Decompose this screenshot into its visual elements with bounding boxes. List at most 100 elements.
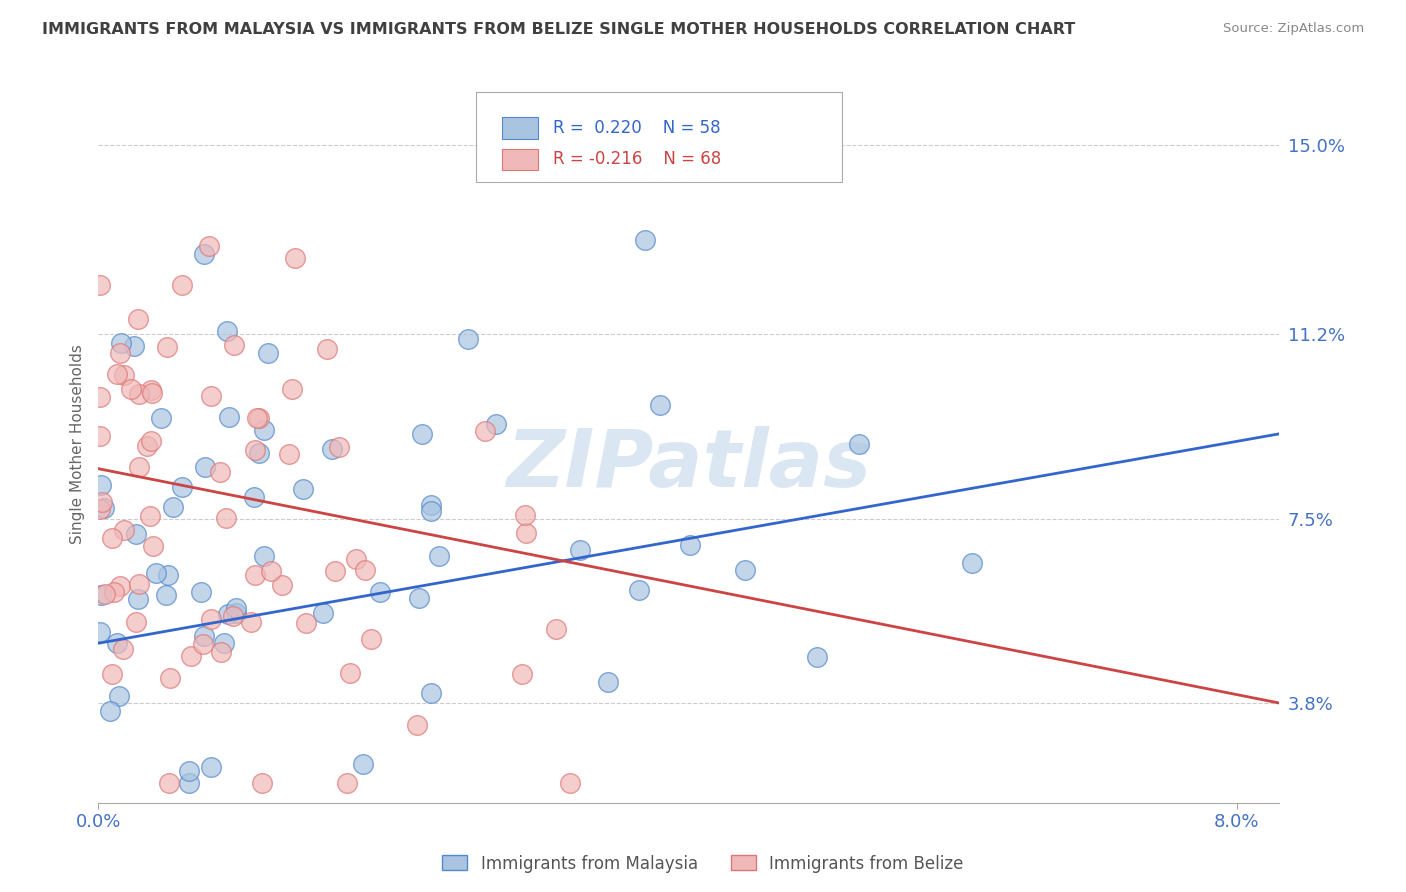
Point xyxy=(128,386,150,401)
Point xyxy=(315,342,337,356)
Point xyxy=(457,332,479,346)
Point xyxy=(108,579,131,593)
Point xyxy=(200,760,222,774)
Point xyxy=(191,637,214,651)
Point xyxy=(93,501,115,516)
Point xyxy=(162,500,184,515)
Point xyxy=(197,239,219,253)
Point xyxy=(141,385,163,400)
Point xyxy=(141,434,163,448)
Point xyxy=(848,437,870,451)
Point xyxy=(627,583,650,598)
Point xyxy=(200,389,222,403)
Point xyxy=(90,478,112,492)
Point xyxy=(111,641,134,656)
Point xyxy=(546,622,568,636)
Point xyxy=(420,504,443,518)
Point xyxy=(110,335,132,350)
Point xyxy=(240,615,263,629)
Point xyxy=(89,278,111,293)
Point xyxy=(194,459,217,474)
Point xyxy=(598,674,620,689)
Point xyxy=(360,632,382,647)
Point xyxy=(734,563,756,577)
Text: Source: ZipAtlas.com: Source: ZipAtlas.com xyxy=(1223,22,1364,36)
Point xyxy=(107,689,129,703)
Point xyxy=(352,756,374,771)
Point xyxy=(225,606,247,620)
Point xyxy=(336,776,359,790)
Point xyxy=(98,704,121,718)
Legend: Immigrants from Malaysia, Immigrants from Belize: Immigrants from Malaysia, Immigrants fro… xyxy=(436,848,970,880)
Point xyxy=(312,606,335,620)
Point xyxy=(650,398,672,412)
Point xyxy=(93,587,115,601)
Text: R = -0.216    N = 68: R = -0.216 N = 68 xyxy=(553,151,721,169)
Point xyxy=(806,649,828,664)
Point xyxy=(103,585,125,599)
Point xyxy=(294,615,316,630)
Point xyxy=(112,368,135,382)
Point xyxy=(120,382,142,396)
Point xyxy=(101,666,124,681)
Point xyxy=(346,551,368,566)
Point xyxy=(411,427,433,442)
Point xyxy=(512,666,534,681)
Point xyxy=(247,445,270,459)
Point xyxy=(260,564,283,578)
Point xyxy=(208,465,231,479)
Point xyxy=(193,247,215,261)
Text: IMMIGRANTS FROM MALAYSIA VS IMMIGRANTS FROM BELIZE SINGLE MOTHER HOUSEHOLDS CORR: IMMIGRANTS FROM MALAYSIA VS IMMIGRANTS F… xyxy=(42,22,1076,37)
Point xyxy=(170,480,193,494)
Point xyxy=(960,556,983,570)
Point xyxy=(101,531,124,545)
Point xyxy=(420,498,443,512)
Point xyxy=(569,542,592,557)
Point xyxy=(200,612,222,626)
Point xyxy=(245,443,267,458)
Point xyxy=(156,340,179,354)
Point xyxy=(145,566,167,580)
Point xyxy=(215,511,238,525)
Point xyxy=(281,382,304,396)
Point xyxy=(247,411,270,425)
Point xyxy=(253,549,276,563)
Point xyxy=(157,776,180,790)
Point xyxy=(222,608,245,623)
Point xyxy=(177,776,200,790)
Text: ZIPatlas: ZIPatlas xyxy=(506,426,872,504)
Point xyxy=(406,718,429,732)
Point xyxy=(634,234,657,248)
Bar xyxy=(502,117,537,138)
Point xyxy=(90,588,112,602)
Point xyxy=(339,666,361,681)
Point xyxy=(513,508,536,523)
Point xyxy=(190,584,212,599)
Point xyxy=(128,460,150,475)
Point xyxy=(139,383,162,397)
Point xyxy=(353,563,375,577)
Point xyxy=(89,502,111,516)
Bar xyxy=(502,149,537,170)
Point xyxy=(368,584,391,599)
Point xyxy=(122,339,145,353)
Point xyxy=(193,629,215,643)
Point xyxy=(408,591,430,605)
Point xyxy=(209,645,232,659)
Y-axis label: Single Mother Households: Single Mother Households xyxy=(70,343,86,544)
Point xyxy=(214,636,236,650)
Point xyxy=(515,526,537,541)
Text: R =  0.220    N = 58: R = 0.220 N = 58 xyxy=(553,119,721,136)
Point xyxy=(135,440,157,454)
Point xyxy=(225,601,247,615)
Point xyxy=(245,568,267,582)
Point xyxy=(245,411,267,425)
Point xyxy=(292,482,315,496)
Point xyxy=(558,776,581,790)
Point xyxy=(108,346,131,360)
Point xyxy=(270,578,292,592)
FancyBboxPatch shape xyxy=(477,92,842,182)
Point xyxy=(420,686,443,700)
Point xyxy=(89,625,111,640)
Point xyxy=(328,440,350,454)
